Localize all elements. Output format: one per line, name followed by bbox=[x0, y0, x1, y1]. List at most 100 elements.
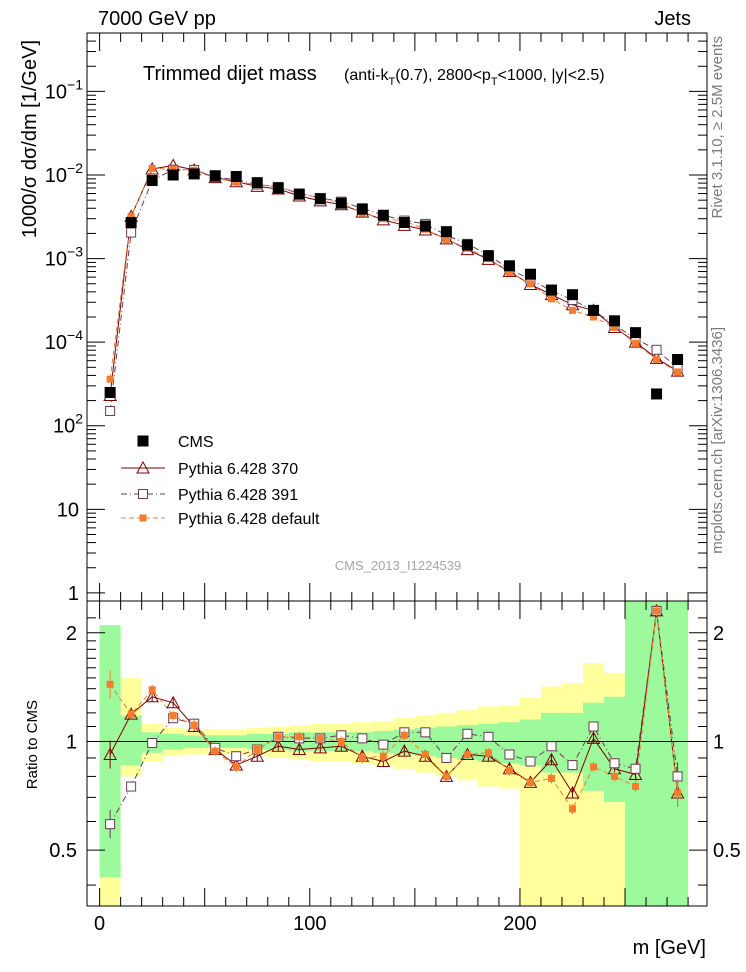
ratio-data-point bbox=[568, 805, 576, 813]
ratio-data-point bbox=[292, 742, 307, 755]
energy-label: 7000 GeV pp bbox=[98, 8, 216, 30]
y-tick-label: 10−1 bbox=[45, 76, 83, 103]
ratio-series-line bbox=[109, 610, 679, 810]
data-point bbox=[106, 375, 114, 383]
legend-marker bbox=[137, 435, 149, 447]
band-green bbox=[477, 723, 499, 762]
ratio-data-point bbox=[211, 747, 219, 755]
data-point bbox=[148, 164, 156, 172]
ratio-data-point bbox=[590, 763, 598, 771]
data-point bbox=[209, 170, 221, 182]
ratio-data-point bbox=[504, 749, 515, 760]
data-point bbox=[526, 280, 534, 288]
data-point bbox=[419, 220, 431, 232]
x-tick-label: 0 bbox=[94, 913, 105, 935]
y-tick-label: 10−4 bbox=[45, 327, 83, 354]
band-green bbox=[667, 601, 689, 906]
data-point bbox=[398, 217, 410, 229]
ratio-data-point bbox=[674, 789, 682, 797]
data-point bbox=[377, 209, 389, 221]
data-point bbox=[505, 269, 513, 277]
band-green bbox=[646, 601, 668, 906]
ratio-data-point bbox=[147, 738, 158, 749]
data-point bbox=[293, 188, 305, 200]
data-point bbox=[545, 284, 557, 296]
data-point bbox=[630, 327, 642, 339]
ratio-data-point bbox=[126, 781, 137, 792]
data-point bbox=[126, 227, 137, 238]
ratio-data-point bbox=[127, 710, 135, 718]
legend-label: Pythia 6.428 370 bbox=[178, 461, 298, 478]
data-point bbox=[651, 344, 662, 355]
band-green bbox=[393, 729, 415, 755]
data-point bbox=[146, 174, 158, 186]
ratio-y-tick-label: 2 bbox=[66, 623, 77, 645]
ratio-data-point bbox=[337, 737, 345, 745]
ratio-data-point bbox=[313, 740, 328, 754]
legend-label: Pythia 6.428 391 bbox=[178, 487, 298, 504]
band-green bbox=[604, 696, 626, 802]
data-point bbox=[127, 212, 135, 220]
ratio-data-point bbox=[484, 749, 492, 757]
ratio-data-point bbox=[420, 727, 431, 738]
data-point bbox=[651, 388, 663, 400]
ratio-series-line bbox=[109, 610, 679, 825]
ratio-data-point bbox=[628, 767, 643, 780]
data-point bbox=[672, 354, 684, 366]
rivet-label: Rivet 3.1.10, ≥ 2.5M events bbox=[709, 36, 726, 219]
ratio-data-point bbox=[463, 751, 471, 759]
x-axis-label: m [GeV] bbox=[633, 937, 706, 959]
data-point bbox=[611, 323, 619, 331]
ratio-data-point bbox=[190, 721, 198, 729]
y-tick-label: 10−2 bbox=[45, 160, 83, 187]
data-point bbox=[125, 217, 137, 229]
ratio-data-point bbox=[271, 739, 286, 752]
ratio-data-point bbox=[378, 739, 389, 750]
category-label: Jets bbox=[654, 8, 691, 30]
ratio-data-point bbox=[442, 772, 450, 780]
ratio-data-point bbox=[609, 758, 620, 769]
chart-subtitle: (anti-kT(0.7), 2800<pT<1000, |y|<2.5) bbox=[344, 67, 605, 88]
ratio-data-point bbox=[103, 747, 117, 761]
ratio-y-tick-label: 1 bbox=[713, 731, 724, 753]
data-point bbox=[547, 295, 555, 303]
data-point bbox=[590, 313, 598, 321]
data-point bbox=[232, 178, 240, 186]
ratio-data-point bbox=[546, 741, 557, 752]
series-line bbox=[109, 169, 678, 412]
ratio-bands bbox=[99, 601, 689, 906]
band-green bbox=[498, 722, 520, 764]
data-point bbox=[272, 182, 284, 194]
chart-title: Trimmed dijet mass bbox=[143, 63, 317, 85]
ratio-data-point bbox=[334, 739, 349, 752]
band-green bbox=[561, 712, 583, 773]
y-axis-label: 1000/σ dσ/dm [1/GeV] bbox=[19, 40, 41, 238]
ratio-data-point bbox=[505, 767, 513, 775]
data-point bbox=[609, 315, 621, 327]
main-series bbox=[103, 158, 685, 417]
ratio-data-point bbox=[250, 749, 265, 762]
ratio-y-axis-label: Ratio to CMS bbox=[24, 700, 41, 789]
ratio-data-point bbox=[565, 785, 580, 799]
data-point bbox=[566, 289, 578, 301]
ratio-data-point bbox=[166, 695, 181, 709]
y-tick-label: 102 bbox=[53, 411, 83, 438]
band-green bbox=[120, 715, 142, 766]
ratio-series-line bbox=[109, 610, 679, 795]
ratio-y-tick-label: 0.5 bbox=[49, 840, 77, 862]
analysis-id: CMS_2013_I1224539 bbox=[335, 558, 462, 573]
ratio-data-point bbox=[483, 731, 494, 742]
ratio-data-point bbox=[274, 733, 282, 741]
data-point bbox=[588, 304, 600, 316]
ratio-data-point bbox=[441, 752, 452, 763]
ratio-data-point bbox=[106, 680, 114, 688]
ratio-data-point bbox=[169, 712, 177, 720]
band-green bbox=[456, 725, 478, 760]
ratio-y-tick-label: 1 bbox=[66, 731, 77, 753]
data-point bbox=[674, 368, 682, 376]
data-point bbox=[314, 193, 326, 205]
data-point bbox=[167, 169, 179, 181]
ratio-data-point bbox=[358, 754, 366, 762]
ratio-data-point bbox=[379, 752, 387, 760]
data-point bbox=[442, 236, 450, 244]
